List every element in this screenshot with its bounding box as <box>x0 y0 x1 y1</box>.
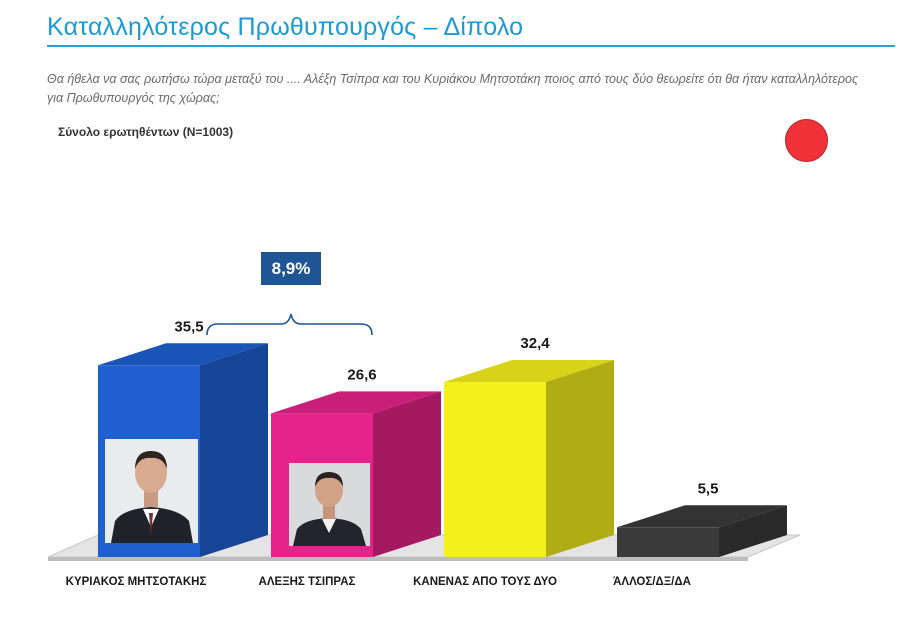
category-label: ΚΥΡΙΑΚΟΣ ΜΗΤΣΟΤΑΚΗΣ <box>66 576 207 588</box>
value-label: 32,4 <box>520 335 550 352</box>
category-label: ΚΑΝΕΝΑΣ ΑΠΟ ΤΟΥΣ ΔΥΟ <box>413 576 557 588</box>
bar-front <box>617 527 719 557</box>
bar-side <box>373 391 441 557</box>
difference-brace <box>206 313 373 336</box>
photo-tsipras <box>289 463 370 546</box>
bar-3 <box>444 360 614 557</box>
bar-side <box>200 343 268 557</box>
chart-floor-edge <box>48 557 748 561</box>
category-label: ΑΛΕΞΗΣ ΤΣΙΠΡΑΣ <box>259 576 356 588</box>
photo-mitsotakis <box>105 439 198 543</box>
page-title: Καταλληλότερος Πρωθυπουργός – Δίπολο <box>47 13 524 41</box>
status-dot-icon <box>785 119 828 162</box>
bar-top <box>98 343 268 366</box>
value-label: 26,6 <box>347 366 376 383</box>
bar-4 <box>617 505 787 557</box>
bar-top <box>271 391 441 414</box>
category-label: ΆΛΛΟΣ/ΔΞ/ΔΑ <box>613 576 691 588</box>
difference-badge: 8,9% <box>261 252 321 285</box>
bar-top <box>617 505 787 528</box>
bar-side <box>546 360 614 557</box>
sample-base: Σύνολο ερωτηθέντων (N=1003) <box>58 125 234 139</box>
bar-side <box>719 505 787 557</box>
value-label: 35,5 <box>174 318 203 335</box>
value-label: 5,5 <box>698 480 719 497</box>
person-portrait-icon <box>289 463 370 546</box>
survey-question: Θα ήθελα να σας ρωτήσω τώρα μεταξύ του .… <box>47 72 859 105</box>
bar-top <box>444 360 614 383</box>
bar-front <box>444 382 546 557</box>
title-underline <box>47 45 895 47</box>
person-portrait-icon <box>105 439 198 543</box>
